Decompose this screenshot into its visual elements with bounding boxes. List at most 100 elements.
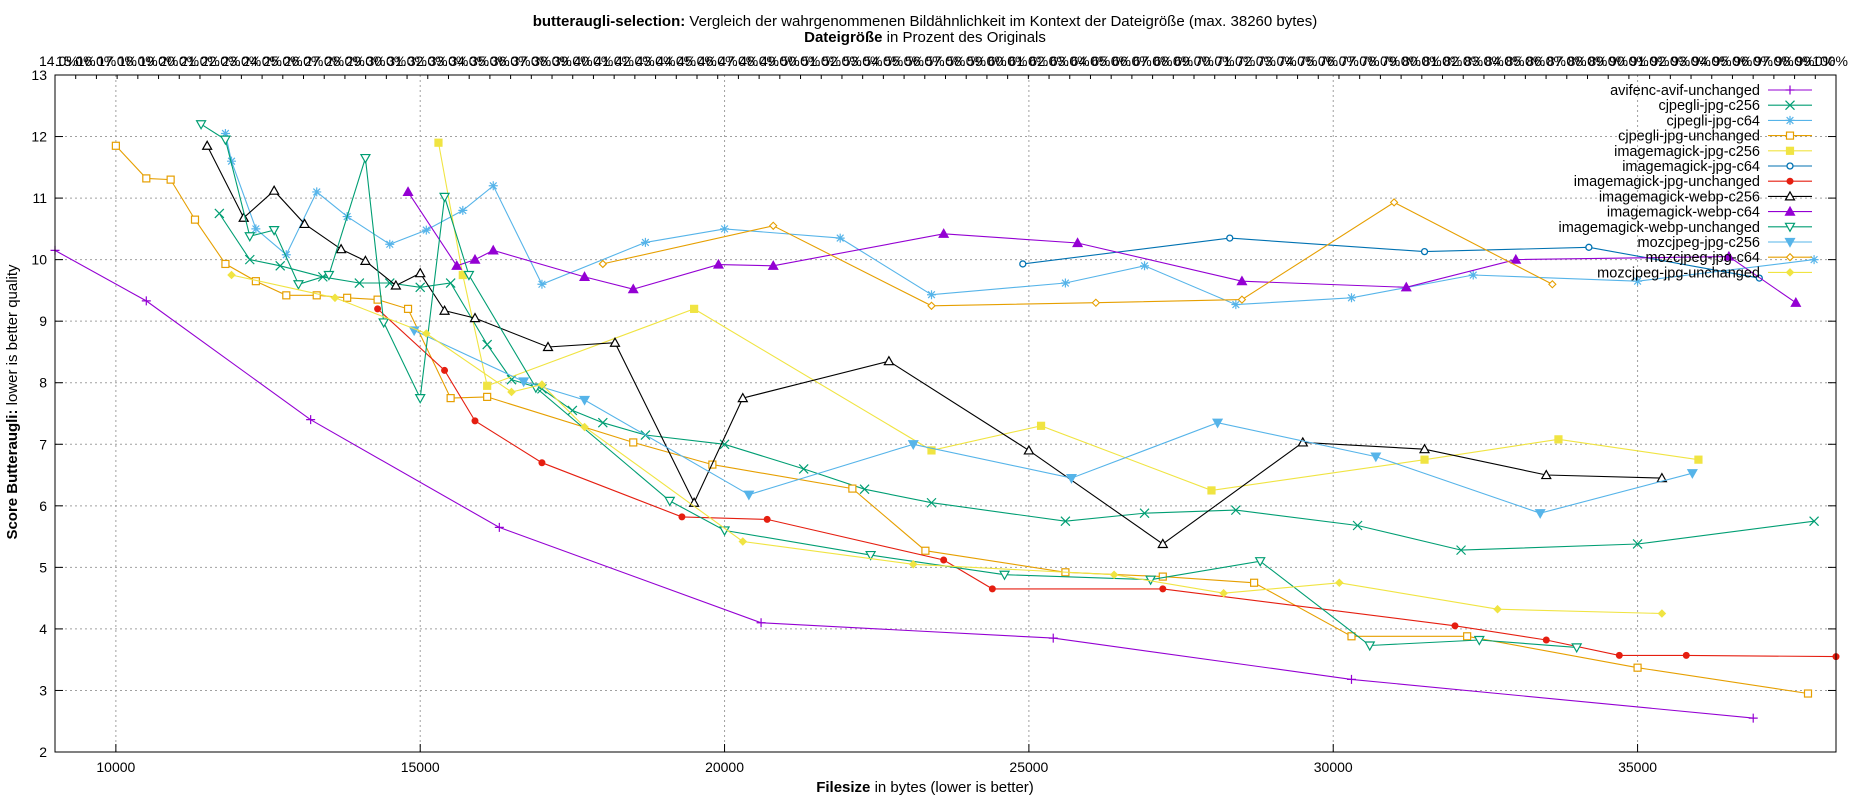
x2-tick-label: 78.0% bbox=[1361, 53, 1401, 69]
data-point bbox=[688, 497, 700, 507]
data-point bbox=[374, 305, 382, 313]
x-tick-label: 20000 bbox=[705, 759, 744, 775]
data-point bbox=[938, 228, 950, 238]
data-point bbox=[1463, 632, 1472, 641]
x2-tick-label: 95.0% bbox=[1713, 53, 1753, 69]
data-point bbox=[756, 618, 766, 628]
data-point bbox=[1657, 609, 1667, 618]
data-point bbox=[451, 260, 463, 270]
y-tick-label: 3 bbox=[39, 682, 47, 698]
data-point bbox=[1230, 505, 1241, 516]
x2-tick-label: 21.0% bbox=[180, 53, 220, 69]
x2-tick-label: 28.0% bbox=[325, 53, 365, 69]
data-point bbox=[195, 120, 207, 130]
data-point bbox=[299, 218, 311, 229]
data-point bbox=[268, 225, 280, 236]
x2-tick-label: 92.0% bbox=[1650, 53, 1690, 69]
data-point bbox=[567, 405, 578, 416]
x2-tick-label: 72.0% bbox=[1236, 53, 1276, 69]
data-point bbox=[1236, 275, 1248, 286]
data-point bbox=[1419, 443, 1431, 454]
data-point bbox=[421, 225, 431, 235]
data-point bbox=[390, 279, 402, 290]
legend-label: mozcjpeg-jpg-c256 bbox=[1637, 235, 1760, 251]
x2-tick-label: 75.0% bbox=[1298, 53, 1338, 69]
y-tick-label: 12 bbox=[31, 129, 47, 145]
data-point bbox=[712, 258, 724, 269]
data-point bbox=[306, 415, 316, 425]
data-point bbox=[292, 280, 304, 290]
data-point bbox=[422, 329, 431, 338]
data-point bbox=[743, 490, 755, 501]
legend-label: cjpegli-jpg-c256 bbox=[1658, 98, 1760, 114]
x2-tick-label: 84.0% bbox=[1485, 53, 1525, 69]
x2-tick-label: 53.0% bbox=[843, 53, 883, 69]
legend-label: imagemagick-webp-c64 bbox=[1607, 205, 1760, 221]
data-point bbox=[719, 439, 730, 450]
legend-entry: cjpegli-jpg-c64 bbox=[1667, 113, 1812, 129]
data-point bbox=[1468, 270, 1478, 280]
data-point bbox=[1540, 469, 1552, 480]
x-tick-label: 35000 bbox=[1618, 759, 1657, 775]
legend-entry: cjpegli-jpg-unchanged bbox=[1618, 129, 1812, 145]
data-point bbox=[1346, 674, 1356, 684]
data-point bbox=[835, 233, 845, 243]
x2-tick-label: 15.0% bbox=[56, 53, 96, 69]
data-point bbox=[1065, 474, 1078, 484]
data-point bbox=[359, 153, 371, 164]
data-point bbox=[1790, 296, 1802, 307]
data-point bbox=[1542, 636, 1550, 644]
legend-label: cjpegli-jpg-unchanged bbox=[1618, 129, 1760, 145]
data-point bbox=[439, 192, 451, 203]
legend-label: imagemagick-webp-c256 bbox=[1599, 189, 1760, 205]
data-point bbox=[1420, 247, 1429, 256]
data-point bbox=[767, 260, 779, 270]
x2-tick-label: 50.0% bbox=[781, 53, 821, 69]
x2-tick-label: 36.0% bbox=[491, 53, 531, 69]
data-point bbox=[1493, 604, 1502, 614]
x2-tick-label: 25.0% bbox=[263, 53, 303, 69]
x2-tick-label: 76.0% bbox=[1319, 53, 1359, 69]
data-point bbox=[469, 312, 481, 323]
x2-tick-label: 97.0% bbox=[1754, 53, 1794, 69]
legend-label: imagemagick-webp-unchanged bbox=[1558, 220, 1760, 236]
x2-tick-label: 88.0% bbox=[1568, 53, 1608, 69]
data-point bbox=[629, 438, 638, 447]
series-line bbox=[54, 249, 1754, 719]
data-point bbox=[1140, 261, 1150, 271]
data-point bbox=[1207, 486, 1216, 495]
y-tick-label: 4 bbox=[39, 621, 47, 637]
data-point bbox=[865, 550, 877, 561]
data-point bbox=[1091, 298, 1101, 307]
data-point bbox=[1585, 243, 1593, 251]
data-point bbox=[141, 296, 151, 306]
plot-frame bbox=[54, 74, 1837, 753]
x2-tick-label: 96.0% bbox=[1733, 53, 1773, 69]
x2-tick-label: 18.0% bbox=[118, 53, 158, 69]
data-point bbox=[483, 381, 492, 390]
x2-tick-label: 55.0% bbox=[884, 53, 924, 69]
data-point bbox=[1809, 516, 1820, 527]
data-point bbox=[988, 585, 996, 593]
data-point bbox=[542, 341, 554, 352]
data-point bbox=[201, 140, 213, 150]
x2-tick-label: 91.0% bbox=[1630, 53, 1670, 69]
x2-tick-label: 71.0% bbox=[1216, 53, 1256, 69]
series-cjpegli-jpg-unchanged bbox=[111, 141, 1813, 698]
data-point bbox=[1784, 190, 1796, 201]
x2-tick-label: 37.0% bbox=[511, 53, 551, 69]
series-lines bbox=[50, 120, 1840, 723]
data-point bbox=[1036, 421, 1046, 430]
x2-tick-label: 47.0% bbox=[719, 53, 759, 69]
x2-tick-label: 93.0% bbox=[1671, 53, 1711, 69]
data-point bbox=[220, 128, 230, 138]
x2-tick-label: 68.0% bbox=[1153, 53, 1193, 69]
data-point bbox=[323, 270, 335, 281]
data-point bbox=[1346, 293, 1356, 303]
data-point bbox=[142, 174, 151, 183]
data-point bbox=[1785, 252, 1795, 262]
data-point bbox=[343, 293, 352, 302]
x2-tick-label: 17.0% bbox=[97, 53, 137, 69]
data-point bbox=[678, 513, 686, 521]
data-point bbox=[1784, 205, 1796, 216]
